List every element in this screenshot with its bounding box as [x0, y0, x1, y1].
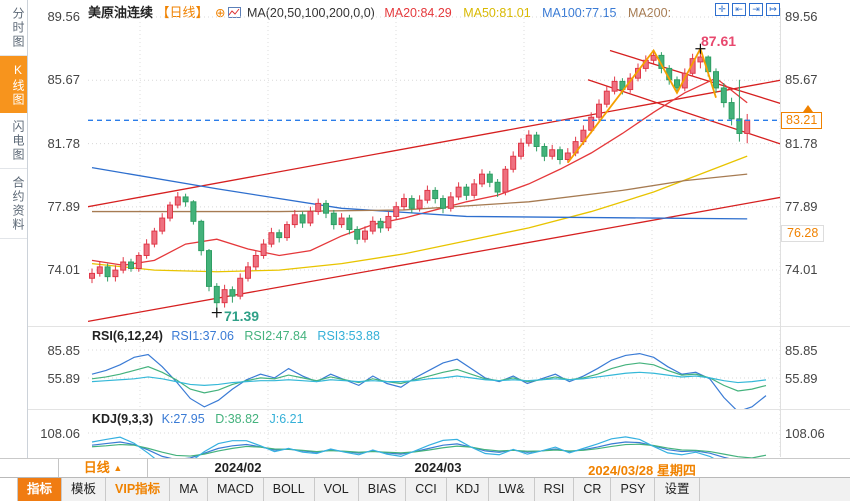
current-price-badge: 83.21 [781, 112, 823, 129]
kdj-title: KDJ(9,3,3) [92, 412, 154, 426]
price-axis-label: 85.67 [785, 72, 818, 87]
price-axis-label: 81.78 [47, 136, 80, 151]
indicator-tab[interactable]: LW& [489, 478, 535, 501]
jump-to-latest-icon[interactable]: ↦ [766, 3, 780, 16]
panel-separator [28, 409, 850, 410]
cursor-date-label: 2024/03/28 星期四 [557, 460, 727, 479]
indicator-tab[interactable]: BOLL [264, 478, 315, 501]
time-axis-row: 日线 ▲ 2024/02 2024/03 2024/03/28 星期四 [0, 458, 850, 479]
price-axis-label: 89.56 [47, 9, 80, 24]
rsi-axis-label: 55.89 [47, 371, 80, 386]
crosshair-icon[interactable]: ✛ [715, 3, 729, 16]
swing-high-annotation: 87.61 [701, 33, 737, 49]
indicator-tab[interactable]: KDJ [447, 478, 490, 501]
rsi3-value: RSI3:53.88 [317, 329, 380, 343]
indicator-tab[interactable]: BIAS [359, 478, 407, 501]
symbol-title: 美原油连续 [88, 5, 154, 20]
rsi-axis-label: 85.85 [47, 343, 80, 358]
chart-toolbar: ✛ ⇤ ⇥ ↦ [715, 3, 780, 16]
indicator-tab[interactable]: CCI [406, 478, 447, 501]
axis-scale-left-icon[interactable]: ⇤ [732, 3, 746, 16]
panel-separator [28, 326, 850, 327]
rsi-axis-label: 85.85 [785, 343, 818, 358]
rsi-panel-title[interactable]: RSI(6,12,24) RSI1:37.06 RSI2:47.84 RSI3:… [92, 329, 380, 343]
ma-settings-label[interactable]: MA(20,50,100,200,0,0) [246, 6, 375, 20]
kdj-panel-title[interactable]: KDJ(9,3,3) K:27.95 D:38.82 J:6.21 [92, 412, 304, 426]
indicator-tab[interactable]: CR [574, 478, 612, 501]
rsi2-value: RSI2:47.84 [244, 329, 307, 343]
tab-bar-spacer [0, 478, 18, 501]
indicator-tab[interactable]: 指标 [18, 478, 63, 501]
period-selector-label: 日线 [83, 460, 110, 475]
rsi-axis-label: 55.89 [785, 371, 818, 386]
axis-scale-right-icon[interactable]: ⇥ [749, 3, 763, 16]
kdj-j-value: J:6.21 [269, 412, 304, 426]
add-indicator-icon[interactable]: ⊕ [215, 6, 226, 20]
price-axis-label: 85.67 [47, 72, 80, 87]
rsi-title: RSI(6,12,24) [92, 329, 163, 343]
indicator-tab[interactable]: PSY [611, 478, 656, 501]
indicator-tab[interactable]: VOL [315, 478, 359, 501]
price-axis-label: 89.56 [785, 9, 818, 24]
indicator-tab[interactable]: VIP指标 [106, 478, 171, 501]
sidebar-item-contract-info[interactable]: 合约资料 [0, 169, 27, 239]
sidebar-item-kline-chart[interactable]: K线图 [0, 56, 27, 113]
secondary-price-badge: 76.28 [781, 225, 825, 242]
sidebar: 分时图 K线图 闪电图 合约资料 [0, 0, 28, 458]
price-up-arrow [803, 105, 813, 112]
swing-low-annotation: 71.39 [224, 308, 260, 324]
indicator-tab[interactable]: MA [170, 478, 208, 501]
price-axis-label: 74.01 [47, 262, 80, 277]
rsi1-value: RSI1:37.06 [171, 329, 234, 343]
price-axis-label: 77.89 [785, 199, 818, 214]
indicator-tab[interactable]: 设置 [655, 478, 700, 501]
indicator-tab-bar: 指标 模板 VIP指标 MA MACD BOLL VOL BIAS CCI KDJ LW& RSI CR… [0, 477, 850, 501]
sidebar-item-lightning-chart[interactable]: 闪电图 [0, 113, 27, 169]
sidebar-item-time-share-chart[interactable]: 分时图 [0, 0, 27, 56]
kdj-axis-label: 108.06 [40, 426, 80, 441]
price-axis-label: 77.89 [47, 199, 80, 214]
period-label: 【日线】 [156, 5, 209, 20]
indicator-tab[interactable]: RSI [535, 478, 575, 501]
ma20-value: MA20:84.29 [384, 6, 452, 20]
time-axis-month: 2024/03 [414, 460, 462, 475]
time-axis-month: 2024/02 [214, 460, 262, 475]
indicator-tab[interactable]: MACD [208, 478, 264, 501]
plot-right-border [780, 8, 781, 457]
kdj-k-value: K:27.95 [161, 412, 205, 426]
kdj-d-value: D:38.82 [215, 412, 259, 426]
chevron-up-icon: ▲ [113, 463, 123, 473]
indicator-tab[interactable]: 模板 [62, 478, 107, 501]
price-axis-label: 81.78 [785, 136, 818, 151]
price-axis-label: 74.01 [785, 262, 818, 277]
kdj-axis-label: 108.06 [785, 426, 825, 441]
period-selector[interactable]: 日线 ▲ [58, 459, 148, 478]
chart-header: 美原油连续 【日线】 ⊕ MA(20,50,100,200,0,0) MA20:… [88, 2, 671, 20]
chart-type-icon[interactable] [228, 7, 242, 18]
